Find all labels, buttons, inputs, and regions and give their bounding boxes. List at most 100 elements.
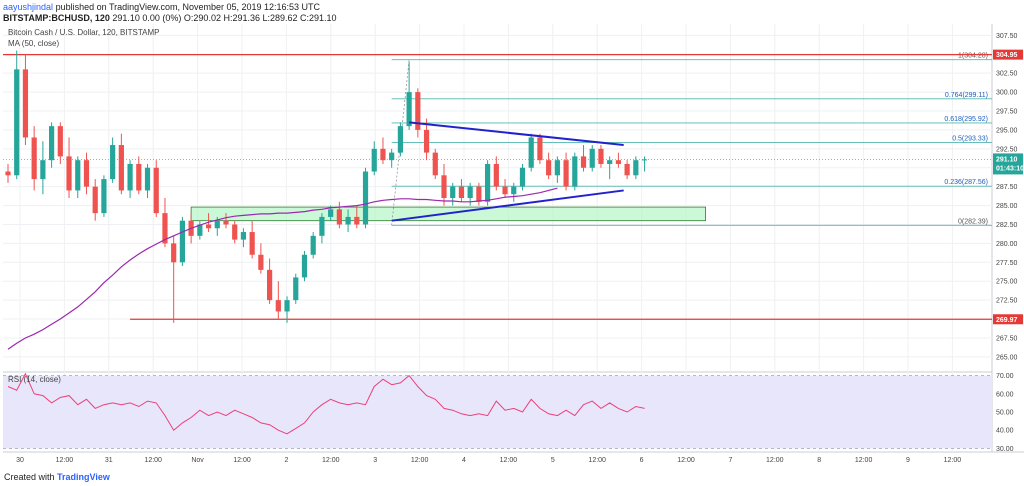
rsi-indicator-label: RSI (14, close) — [8, 375, 61, 384]
price-tick-label: 307.50 — [996, 33, 1018, 40]
candle-body — [389, 152, 395, 161]
candle-body — [49, 126, 55, 161]
candle-body — [476, 186, 482, 202]
candle-body — [223, 220, 229, 225]
time-tick-label: 31 — [105, 457, 113, 464]
candles-layer — [5, 50, 648, 350]
candle-body — [66, 156, 72, 191]
candle-body — [214, 220, 220, 229]
candle-body — [22, 69, 29, 138]
price-tick-label: 282.50 — [996, 222, 1018, 229]
time-tick-label: 30 — [16, 457, 24, 464]
time-tick-label: 12:00 — [677, 457, 695, 464]
price-tick-label: 280.00 — [996, 241, 1018, 248]
candle-body — [546, 160, 552, 176]
candle-body — [267, 269, 273, 301]
time-tick-label: 12:00 — [766, 457, 784, 464]
published-text: published on TradingView.com, November 0… — [55, 2, 321, 12]
candle-body — [511, 186, 517, 195]
rsi-tick-label: 70.00 — [996, 373, 1014, 380]
candle-body — [284, 300, 290, 312]
candle-body — [144, 167, 151, 191]
candle-body — [362, 171, 369, 225]
price-tick-label: 297.50 — [996, 109, 1018, 116]
time-tick-label: 8 — [817, 457, 821, 464]
candle-body — [502, 186, 508, 195]
candle-body — [580, 156, 587, 168]
time-tick-label: 12:00 — [944, 457, 962, 464]
candle-body — [380, 148, 386, 161]
price-tick-label: 272.50 — [996, 298, 1018, 305]
grid-layer — [3, 24, 992, 452]
rsi-tick-label: 30.00 — [996, 446, 1014, 453]
candle-body — [493, 163, 499, 187]
candle-body — [458, 186, 465, 198]
price-tick-label: 292.50 — [996, 146, 1018, 153]
candle-body — [127, 163, 133, 191]
rsi-tick-label: 50.00 — [996, 410, 1014, 417]
price-tick-label: 285.00 — [996, 203, 1018, 210]
level-price-tag-label: 304.95 — [996, 52, 1018, 59]
candle-body — [40, 160, 46, 180]
publish-line: aayushjindal published on TradingView.co… — [3, 2, 337, 13]
ohlc-readout: 291.10 0.00 (0%) O:290.02 H:291.36 L:289… — [112, 13, 337, 23]
price-tick-label: 300.00 — [996, 90, 1018, 97]
candle-body — [415, 92, 421, 130]
time-tick-label: 12:00 — [500, 457, 518, 464]
candle-body — [110, 145, 116, 180]
axes-layer: 265.00 267.50 2 70.00 272.50 275.00 277.50 280.… — [16, 33, 1024, 464]
candle-body — [232, 224, 238, 240]
fib-level-label: 0(282.39) — [958, 218, 988, 225]
candle-body — [528, 137, 534, 168]
candle-body — [101, 179, 107, 214]
candle-body — [397, 126, 403, 153]
fib-level-label: 0.764(299.11) — [945, 92, 988, 99]
rsi-tick-label: 40.00 — [996, 428, 1014, 435]
time-tick-label: 6 — [640, 457, 644, 464]
time-tick-label: 12:00 — [322, 457, 340, 464]
candle-body — [301, 254, 308, 278]
candle-body — [572, 156, 578, 187]
candle-body — [205, 224, 212, 229]
price-tick-label: 287.50 — [996, 184, 1018, 191]
time-tick-label: 12:00 — [233, 457, 251, 464]
tradingview-brand[interactable]: TradingView — [57, 472, 110, 482]
candle-body — [563, 160, 569, 187]
candle-body — [485, 163, 491, 202]
candle-body — [179, 220, 185, 263]
candle-body — [5, 171, 11, 176]
candle-body — [423, 129, 430, 153]
candle-body — [633, 160, 639, 176]
candle-body — [519, 167, 526, 187]
chart-title: Bitcoin Cash / U.S. Dollar, 120, BITSTAM… — [8, 28, 159, 37]
symbol-name: BITSTAMP:BCHUSD, 120 — [3, 13, 110, 23]
price-tick-label: 267.50 — [996, 335, 1018, 342]
candle-body — [31, 137, 37, 180]
triangle-trendline — [391, 189, 624, 222]
time-tick-label: Nov — [191, 457, 204, 464]
candle-body — [319, 216, 325, 236]
footer: Created with TradingView — [4, 472, 110, 482]
price-tick-label: 302.50 — [996, 71, 1018, 78]
time-tick-label: 4 — [462, 457, 466, 464]
time-tick-label: 12:00 — [411, 457, 429, 464]
rsi-pane — [3, 372, 992, 449]
triangle-trendline — [409, 121, 624, 147]
candle-body — [615, 160, 621, 164]
fib-level-label: 0.236(287.56) — [944, 179, 988, 186]
countdown-tag-label: 01:43:10 — [996, 165, 1024, 172]
candle-body — [345, 216, 351, 225]
price-tick-label: 275.00 — [996, 279, 1018, 286]
candle-body — [371, 148, 377, 172]
candle-body — [310, 235, 316, 255]
candle-body — [275, 300, 281, 312]
time-tick-label: 12:00 — [855, 457, 873, 464]
candle-body — [607, 160, 613, 164]
time-tick-label: 12:00 — [56, 457, 74, 464]
rsi-band — [3, 375, 992, 449]
candle-body — [432, 152, 438, 176]
author-link[interactable]: aayushjindal — [3, 2, 54, 12]
moving-average-line — [7, 187, 558, 350]
candle-body — [554, 160, 560, 176]
